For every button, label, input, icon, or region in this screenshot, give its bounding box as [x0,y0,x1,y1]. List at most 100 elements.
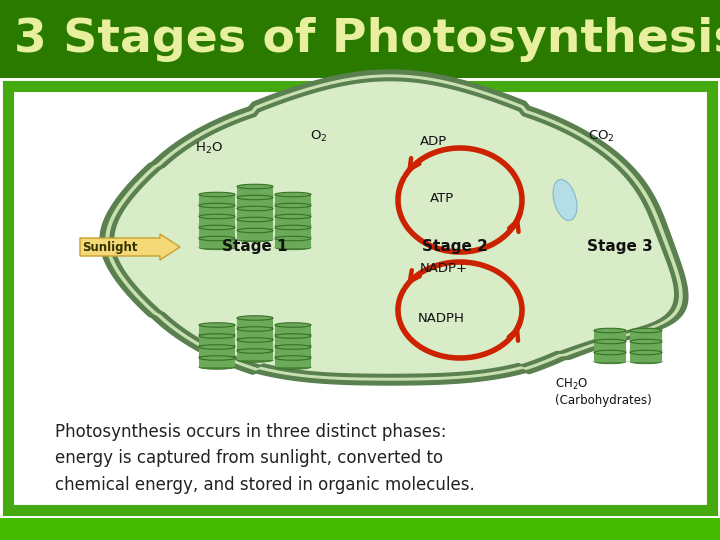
Text: Stage 1: Stage 1 [222,240,288,254]
Text: NADP+: NADP+ [420,262,468,275]
Polygon shape [115,82,673,373]
Bar [237,219,273,228]
Bar [199,336,235,345]
Ellipse shape [594,350,626,355]
FancyArrow shape [80,234,180,260]
Text: NADPH: NADPH [418,312,465,325]
Ellipse shape [630,359,662,364]
Ellipse shape [594,338,626,342]
Bar [8,86,712,510]
Text: ATP: ATP [430,192,454,205]
Polygon shape [110,78,678,377]
Ellipse shape [275,214,311,219]
Polygon shape [106,75,682,380]
Ellipse shape [199,192,235,197]
Ellipse shape [199,334,235,338]
Ellipse shape [275,212,311,217]
Bar [275,358,311,367]
Bar [630,353,662,361]
Ellipse shape [594,359,626,364]
Text: Stage 2: Stage 2 [422,240,488,254]
Bar [275,206,311,214]
Ellipse shape [237,347,273,351]
Ellipse shape [275,345,311,349]
Ellipse shape [199,237,235,241]
Ellipse shape [630,339,662,344]
Bar [594,330,626,340]
Ellipse shape [199,345,235,349]
Ellipse shape [594,348,626,353]
Bar [275,239,311,247]
Text: ADP: ADP [420,135,447,148]
Ellipse shape [275,192,311,197]
Ellipse shape [553,179,577,220]
Ellipse shape [237,206,273,211]
Ellipse shape [275,364,311,369]
Ellipse shape [630,328,662,333]
Bar [199,358,235,367]
Ellipse shape [199,223,235,228]
Ellipse shape [237,226,273,231]
Ellipse shape [275,203,311,208]
Bar [0,518,720,540]
Ellipse shape [594,339,626,344]
Bar [275,194,311,204]
Ellipse shape [237,193,273,198]
Bar [237,208,273,218]
Ellipse shape [199,356,235,360]
Bar [275,227,311,237]
Text: CO$_2$: CO$_2$ [588,129,615,144]
Ellipse shape [275,237,311,241]
Text: O$_2$: O$_2$ [310,129,328,144]
Bar [237,351,273,360]
Bar [199,206,235,214]
Bar [199,347,235,356]
Ellipse shape [237,228,273,233]
Ellipse shape [594,328,626,333]
Ellipse shape [199,234,235,239]
Ellipse shape [199,323,235,327]
Bar [237,329,273,338]
Ellipse shape [630,338,662,342]
Bar [199,217,235,226]
Bar [594,353,626,361]
Ellipse shape [199,201,235,206]
Text: Stage 3: Stage 3 [587,240,653,254]
Text: CH$_2$O
(Carbohydrates): CH$_2$O (Carbohydrates) [555,377,652,407]
Ellipse shape [199,245,235,249]
Text: Photosynthesis occurs in three distinct phases:
energy is captured from sunlight: Photosynthesis occurs in three distinct … [55,423,474,494]
Bar [199,227,235,237]
Ellipse shape [275,343,311,347]
Ellipse shape [199,214,235,219]
Ellipse shape [275,234,311,239]
Bar [199,194,235,204]
Polygon shape [100,70,688,385]
Ellipse shape [237,327,273,331]
Bar [630,330,662,340]
Bar [237,186,273,195]
Ellipse shape [199,203,235,208]
Ellipse shape [275,332,311,336]
Ellipse shape [275,245,311,249]
Bar [630,341,662,350]
Bar [237,198,273,206]
Ellipse shape [275,223,311,228]
Ellipse shape [237,217,273,222]
Ellipse shape [237,357,273,362]
Ellipse shape [199,212,235,217]
Bar [237,318,273,327]
Ellipse shape [199,343,235,347]
Ellipse shape [237,204,273,209]
Ellipse shape [237,215,273,220]
Ellipse shape [237,316,273,320]
Ellipse shape [237,195,273,200]
Ellipse shape [275,334,311,338]
Bar [237,340,273,349]
Bar [594,341,626,350]
Ellipse shape [237,237,273,242]
Bar [237,231,273,240]
Ellipse shape [275,354,311,358]
Bar [0,78,720,518]
Bar [275,347,311,356]
Ellipse shape [199,332,235,336]
